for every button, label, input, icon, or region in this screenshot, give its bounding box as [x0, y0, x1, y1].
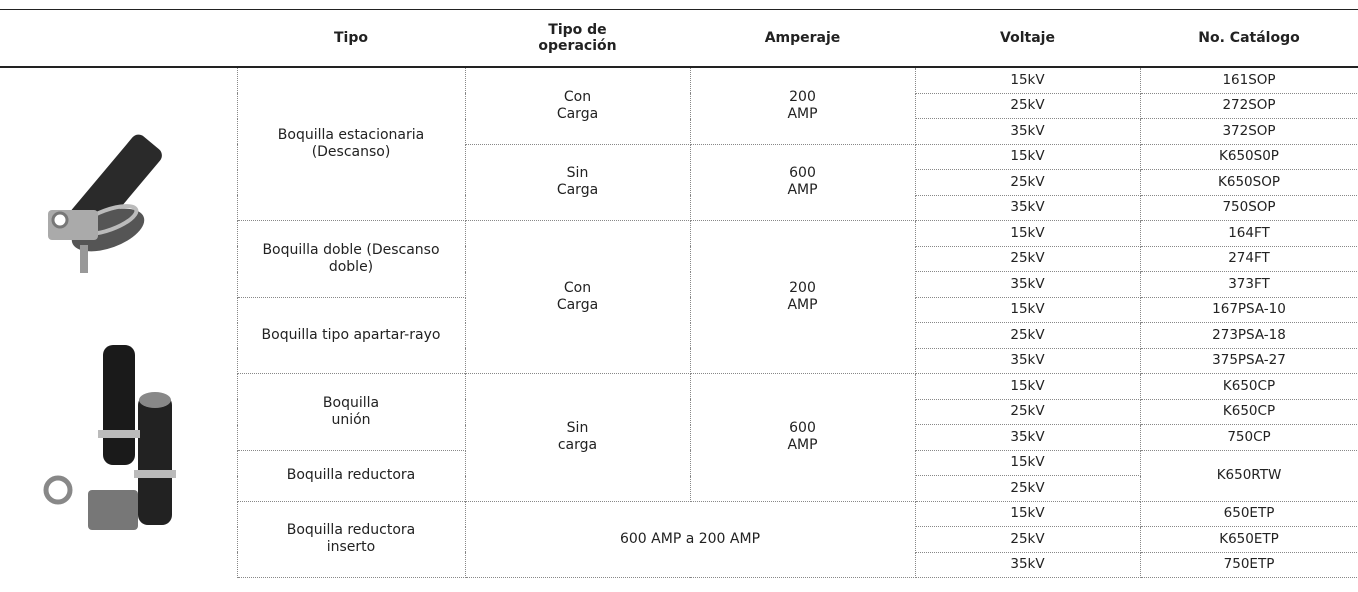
merged-cell: Boquilla tipo apartar-rayo [236, 296, 466, 374]
merged-cell: Boquilla reductora inserto [236, 500, 466, 578]
table-row: 35kV 373FT [0, 271, 1358, 298]
voltage-cell: 25kV [914, 475, 1141, 502]
header: Voltaje [915, 9, 1140, 68]
cell-text: Boquilla doble (Descanso doble) [262, 241, 440, 275]
merged-cell: Boquilla reductora [236, 449, 466, 502]
cell-text: Boquilla reductora inserto [286, 522, 416, 556]
merged-cell: Boquilla doble (Descanso doble) [236, 220, 466, 298]
cell-text: 600 AMP [787, 420, 818, 454]
cell-text: 600 AMP a 200 AMP [619, 530, 761, 547]
table-row: Boquilla unión Sin carga 600 AMP 15kV K650CP [0, 373, 1358, 502]
table-row: 35kV 750ETP [0, 551, 1358, 578]
photo-bushing-1 [48, 134, 163, 274]
catalog-cell: K650CP [1139, 373, 1358, 400]
catalog-cell: 161SOP [1139, 66, 1358, 94]
catalog-cell: 274FT [1139, 245, 1358, 272]
merged-cell: 600 AMP a 200 AMP [464, 500, 916, 578]
table-row: 25kV 274FT [0, 245, 1358, 272]
table-row: Boquilla reductora inserto 600 AMP a 200 … [0, 500, 1358, 578]
merged-cell: Sin carga [464, 373, 691, 502]
table-row: 35kV 750SOP [0, 194, 1358, 221]
image-cell [0, 67, 238, 578]
catalog-cell: 164FT [1139, 220, 1358, 247]
table-row: 35kV 750CP [0, 424, 1358, 451]
header: Tipo de operación [465, 9, 690, 68]
header-text: Tipo de operación [538, 22, 617, 54]
voltage-cell: 35kV [914, 194, 1141, 221]
product-table: Tipo Tipo de operación Amperaje Voltaje … [0, 9, 1358, 578]
cell-text: Boquilla estacionaria (Descanso) [277, 127, 425, 160]
table-row: Boquilla estacionaria (Descanso) Con Carg… [0, 66, 1358, 578]
product-photos [43, 134, 177, 531]
page: Tipo Tipo de operación Amperaje Voltaje … [0, 9, 1358, 592]
catalog-cell: K650SOP [1139, 169, 1358, 196]
catalog-cell: K650CP [1139, 398, 1358, 425]
cell-text: Boquilla tipo apartar-rayo [261, 326, 441, 343]
voltage-cell: 15kV [914, 66, 1141, 94]
cell-text: Con Carga [556, 88, 599, 122]
voltage-cell: 15kV [914, 296, 1141, 323]
cell-text: Boquilla unión [322, 394, 380, 428]
catalog-cell: K650RTW [1139, 449, 1358, 502]
header-row: Tipo Tipo de operación Amperaje Voltaje … [0, 9, 1358, 68]
catalog-cell: 375PSA-27 [1139, 347, 1358, 374]
voltage-cell: 25kV [914, 92, 1141, 119]
voltage-cell: 25kV [914, 398, 1141, 425]
catalog-cell: 272SOP [1139, 92, 1358, 119]
table-row: Boquilla doble (Descanso doble) Con Carga… [0, 220, 1358, 374]
voltage-cell: 35kV [914, 347, 1141, 374]
catalog-cell: 750SOP [1139, 194, 1358, 221]
catalog-cell: K650S0P [1139, 143, 1358, 170]
merged-cell: 600 AMP [689, 373, 916, 502]
voltage-cell: 35kV [914, 271, 1141, 298]
catalog-cell: K650ETP [1139, 526, 1358, 553]
merged-cell: 600 AMP [689, 143, 916, 221]
header: No. Catálogo [1140, 9, 1358, 68]
table-row: 25kV K650ETP [0, 526, 1358, 553]
catalog-cell: 372SOP [1139, 118, 1358, 145]
header: Amperaje [690, 9, 915, 68]
table-row: 25kV K650SOP [0, 169, 1358, 196]
merged-cell: Boquilla unión [236, 373, 466, 451]
cell-text: 200 AMP [787, 88, 818, 122]
catalog-cell: 650ETP [1139, 500, 1358, 527]
cell-text: Boquilla reductora [286, 467, 416, 483]
cell-text: Sin Carga [556, 165, 599, 199]
cell-text: Con Carga [556, 280, 599, 313]
catalog-cell: 373FT [1139, 271, 1358, 298]
table-body: Boquilla estacionaria (Descanso) Con Carg… [0, 66, 1358, 578]
voltage-cell: 15kV [914, 220, 1141, 247]
voltage-cell: 15kV [914, 143, 1141, 170]
table-row: 25kV 273PSA-18 [0, 322, 1358, 349]
image-header [0, 9, 237, 68]
voltage-cell: 25kV [914, 322, 1141, 349]
voltage-cell: 15kV [914, 500, 1141, 527]
photo-bushing-2 [43, 345, 177, 531]
voltage-cell: 35kV [914, 424, 1141, 451]
merged-cell: Boquilla estacionaria (Descanso) [236, 66, 466, 221]
cell-text: Sin carga [557, 420, 598, 454]
catalog-cell: 750ETP [1139, 551, 1358, 578]
catalog-cell: 273PSA-18 [1139, 322, 1358, 349]
merged-cell: Con Carga [464, 220, 691, 374]
cell-text: 600 AMP [787, 165, 818, 199]
catalog-cell: 750CP [1139, 424, 1358, 451]
voltage-cell: 15kV [914, 373, 1141, 400]
merged-cell: Con Carga [464, 66, 691, 145]
voltage-cell: 15kV [914, 449, 1141, 476]
voltage-cell: 35kV [914, 118, 1141, 145]
merged-cell: 200 AMP [689, 66, 916, 145]
voltage-cell: 25kV [914, 169, 1141, 196]
voltage-cell: 35kV [914, 551, 1141, 578]
cell-text: 200 AMP [787, 280, 818, 313]
catalog-cell: 167PSA-10 [1139, 296, 1358, 323]
voltage-cell: 25kV [914, 245, 1141, 272]
voltage-cell: 25kV [914, 526, 1141, 553]
header: Tipo [237, 9, 465, 68]
merged-cell: Sin Carga [464, 143, 691, 221]
merged-cell: 200 AMP [689, 220, 916, 374]
table-row: 25kV K650CP [0, 398, 1358, 425]
